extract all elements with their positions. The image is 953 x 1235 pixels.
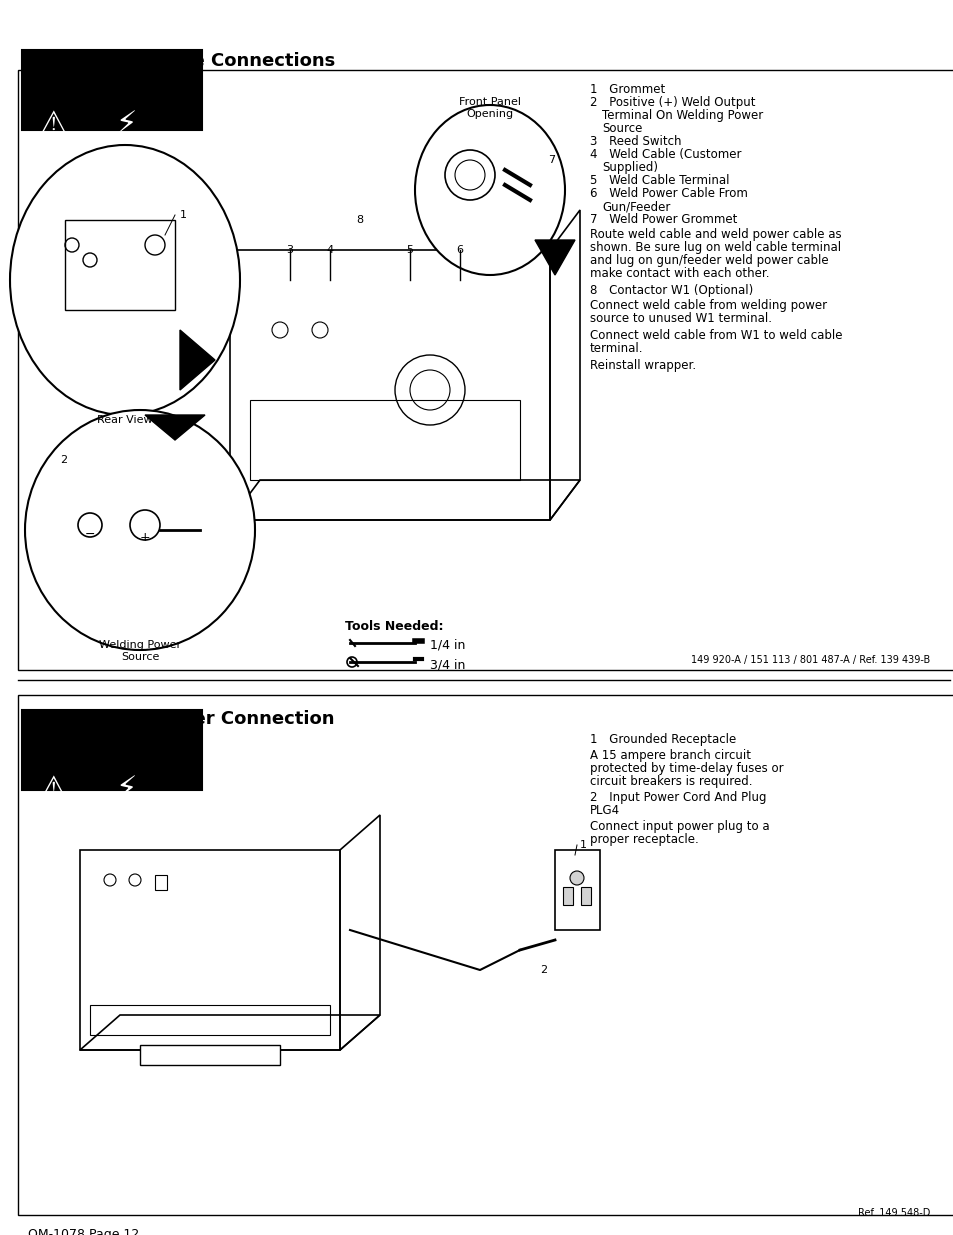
Text: −: − (85, 529, 95, 541)
Text: Tools Needed:: Tools Needed: (345, 620, 443, 634)
Text: Connect weld cable from W1 to weld cable: Connect weld cable from W1 to weld cable (589, 329, 841, 342)
Text: 3 Reed Switch: 3 Reed Switch (589, 135, 680, 148)
Text: 149 920-A / 151 113 / 801 487-A / Ref. 139 439-B: 149 920-A / 151 113 / 801 487-A / Ref. 1… (690, 655, 929, 664)
Text: 6: 6 (456, 245, 463, 254)
Text: ⚠: ⚠ (40, 110, 68, 140)
Text: Connect weld cable from welding power: Connect weld cable from welding power (589, 299, 826, 312)
FancyBboxPatch shape (18, 70, 953, 671)
Text: Welding Power
Source: Welding Power Source (99, 641, 181, 662)
Text: A 15 ampere branch circuit: A 15 ampere branch circuit (589, 748, 750, 762)
Bar (140, 1045, 280, 1065)
Text: make contact with each other.: make contact with each other. (589, 267, 769, 280)
Bar (154, 876, 167, 890)
Text: Connect input power plug to a: Connect input power plug to a (589, 820, 769, 832)
Text: ⚡: ⚡ (115, 110, 136, 140)
Text: Terminal On Welding Power: Terminal On Welding Power (601, 109, 762, 122)
Text: 1: 1 (579, 840, 586, 850)
Text: 2: 2 (60, 454, 67, 466)
Text: OM-1078 Page 12: OM-1078 Page 12 (28, 1228, 139, 1235)
Text: ⚡: ⚡ (115, 776, 136, 804)
Text: +: + (139, 531, 151, 543)
Text: 2 Input Power Cord And Plug: 2 Input Power Cord And Plug (589, 790, 765, 804)
Text: 6 Weld Power Cable From: 6 Weld Power Cable From (589, 186, 747, 200)
Text: PLG4: PLG4 (589, 804, 619, 818)
Text: 1 Grommet: 1 Grommet (589, 83, 664, 96)
Text: Route weld cable and weld power cable as: Route weld cable and weld power cable as (589, 228, 841, 241)
Ellipse shape (415, 105, 564, 275)
Text: ⚠: ⚠ (40, 776, 68, 804)
Text: 5 Weld Cable Terminal: 5 Weld Cable Terminal (589, 174, 729, 186)
Text: Ref. 149 548-D: Ref. 149 548-D (857, 1208, 929, 1218)
Text: 1/4 in: 1/4 in (430, 638, 465, 651)
Bar (562, 887, 573, 905)
Bar (250, 400, 519, 480)
Text: proper receptacle.: proper receptacle. (589, 832, 698, 846)
Text: 2 Positive (+) Weld Output: 2 Positive (+) Weld Output (589, 96, 755, 109)
Circle shape (569, 871, 583, 885)
Text: 8: 8 (356, 215, 363, 225)
Text: 1: 1 (180, 210, 187, 220)
Text: 2: 2 (539, 965, 547, 974)
Text: Reinstall wrapper.: Reinstall wrapper. (589, 359, 696, 372)
Polygon shape (535, 240, 575, 275)
Bar (90, 1005, 330, 1035)
Text: 3-7.  Input Power Connection: 3-7. Input Power Connection (28, 710, 335, 727)
Text: 3/4 in: 3/4 in (430, 658, 465, 671)
Bar (22, 710, 202, 790)
Polygon shape (180, 330, 214, 390)
Bar (555, 850, 599, 930)
Ellipse shape (10, 144, 240, 415)
Text: Front Panel
Opening: Front Panel Opening (458, 98, 520, 119)
Text: 5: 5 (406, 245, 413, 254)
Text: 8 Contactor W1 (Optional): 8 Contactor W1 (Optional) (589, 284, 753, 296)
Text: Supplied): Supplied) (601, 161, 658, 174)
Text: 3-6.  Weld Cable Connections: 3-6. Weld Cable Connections (28, 52, 335, 70)
Text: terminal.: terminal. (589, 342, 643, 354)
Text: 4 Weld Cable (Customer: 4 Weld Cable (Customer (589, 148, 740, 161)
Text: 3: 3 (286, 245, 294, 254)
Text: shown. Be sure lug on weld cable terminal: shown. Be sure lug on weld cable termina… (589, 241, 841, 254)
Bar (22, 49, 202, 130)
Bar (65, 220, 174, 310)
Text: 7 Weld Power Grommet: 7 Weld Power Grommet (589, 212, 737, 226)
Text: Gun/Feeder: Gun/Feeder (601, 200, 670, 212)
Text: source to unused W1 terminal.: source to unused W1 terminal. (589, 312, 771, 325)
Bar (580, 887, 590, 905)
Text: protected by time-delay fuses or: protected by time-delay fuses or (589, 762, 782, 776)
Text: and lug on gun/feeder weld power cable: and lug on gun/feeder weld power cable (589, 254, 828, 267)
Polygon shape (95, 415, 154, 450)
Text: 1 Grounded Receptacle: 1 Grounded Receptacle (589, 734, 736, 746)
Text: Rear View: Rear View (97, 415, 152, 425)
Ellipse shape (25, 410, 254, 650)
Text: 4: 4 (326, 245, 334, 254)
FancyBboxPatch shape (18, 695, 953, 1215)
Text: circuit breakers is required.: circuit breakers is required. (589, 776, 752, 788)
Text: 7: 7 (547, 156, 555, 165)
Text: Source: Source (601, 122, 641, 135)
Polygon shape (145, 415, 205, 440)
